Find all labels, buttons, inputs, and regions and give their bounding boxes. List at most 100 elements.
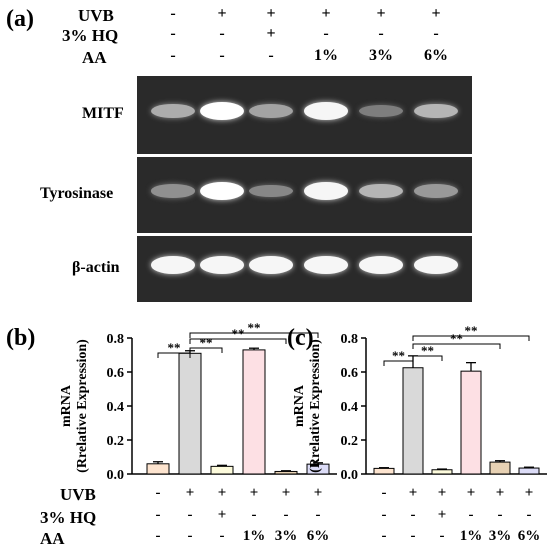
sig-bracket-1-1 bbox=[412, 355, 443, 361]
bottom-cond-0-aa-2: - bbox=[219, 528, 225, 544]
condition-aa-5: 6% bbox=[424, 47, 448, 64]
y-tick-label-1-4: 0.8 bbox=[341, 332, 359, 347]
y-tick-label-1-2: 0.4 bbox=[341, 400, 359, 415]
y-tick-label-0-1: 0.2 bbox=[107, 434, 125, 449]
gel-2 bbox=[137, 236, 472, 302]
y-tick-label-0-0: 0.0 bbox=[107, 468, 125, 483]
bottom-cond-0-hq-0: - bbox=[155, 507, 161, 523]
bottom-cond-1-aa-2: - bbox=[439, 528, 445, 544]
y-axis-label-0-1: (Rrelative Expression) bbox=[75, 339, 90, 473]
y-tick-label-1-3: 0.6 bbox=[341, 366, 359, 381]
gel-label-2: β-actin bbox=[72, 259, 120, 276]
bottom-cond-0-hq-2: + bbox=[217, 507, 227, 523]
sig-label-0-3: ** bbox=[248, 320, 261, 335]
gel-band-0-2 bbox=[249, 104, 293, 118]
gel-0 bbox=[137, 76, 472, 154]
panel-a-letter: (a) bbox=[6, 6, 34, 32]
bottom-cond-1-hq-3: - bbox=[468, 507, 474, 523]
bottom-cond-1-aa-1: - bbox=[410, 528, 416, 544]
bottom-row-label-0: UVB bbox=[60, 485, 96, 504]
bottom-cond-0-uvb-2: + bbox=[217, 485, 227, 501]
sig-label-0-0: ** bbox=[168, 340, 181, 355]
bottom-cond-0-hq-3: - bbox=[251, 507, 257, 523]
y-tick-label-1-0: 0.0 bbox=[341, 468, 359, 483]
y-tick-label-0-4: 0.8 bbox=[107, 332, 125, 347]
condition-uvb-5: + bbox=[431, 5, 441, 22]
bottom-cond-1-uvb-5: + bbox=[524, 485, 534, 501]
gel-band-2-1 bbox=[200, 256, 244, 274]
y-tick-label-0-2: 0.4 bbox=[107, 400, 125, 415]
y-tick-label-0-3: 0.6 bbox=[107, 366, 125, 381]
bar-0-0 bbox=[146, 463, 170, 475]
bar-1-5 bbox=[518, 467, 540, 475]
condition-uvb-2: + bbox=[266, 5, 276, 22]
bottom-cond-1-uvb-4: + bbox=[495, 485, 505, 501]
bottom-cond-0-hq-1: - bbox=[187, 507, 193, 523]
bottom-cond-0-uvb-4: + bbox=[281, 485, 291, 501]
gel-band-2-5 bbox=[414, 256, 458, 274]
bar-1-2 bbox=[431, 469, 453, 475]
gel-band-1-2 bbox=[249, 184, 293, 198]
bar-1-0 bbox=[373, 467, 395, 475]
bottom-cond-1-aa-5: 6% bbox=[517, 528, 541, 544]
aa-label: AA bbox=[82, 48, 107, 67]
gel-band-0-5 bbox=[414, 103, 458, 119]
bottom-row-label-2: AA bbox=[40, 529, 65, 548]
sig-label-1-3: ** bbox=[465, 323, 478, 338]
bottom-cond-0-aa-3: 1% bbox=[242, 528, 266, 544]
bottom-cond-1-aa-3: 1% bbox=[459, 528, 483, 544]
bottom-cond-1-uvb-0: - bbox=[381, 485, 387, 501]
y-tick-label-1-1: 0.2 bbox=[341, 434, 359, 449]
bottom-row-label-1: 3% HQ bbox=[40, 508, 97, 527]
bottom-cond-0-hq-5: - bbox=[315, 507, 321, 523]
sig-label-1-2: ** bbox=[450, 331, 463, 346]
condition-hq-2: + bbox=[266, 25, 276, 42]
condition-aa-2: - bbox=[268, 47, 274, 64]
sig-bracket-1-3 bbox=[412, 335, 530, 341]
gel-band-2-2 bbox=[249, 256, 293, 274]
bottom-cond-1-hq-1: - bbox=[410, 507, 416, 523]
panel-c-letter: (c) bbox=[287, 325, 314, 351]
y-axis-label-1-0: mRNA bbox=[292, 384, 307, 427]
hq-label: 3% HQ bbox=[62, 26, 119, 45]
bottom-cond-0-aa-4: 3% bbox=[274, 528, 298, 544]
gel-band-1-0 bbox=[151, 184, 195, 198]
sig-bracket-0-1 bbox=[189, 347, 223, 353]
gel-band-1-1 bbox=[200, 182, 244, 200]
gel-band-0-4 bbox=[359, 104, 403, 118]
bottom-cond-1-uvb-3: + bbox=[466, 485, 476, 501]
panel-b-letter: (b) bbox=[6, 325, 36, 351]
condition-hq-4: - bbox=[378, 25, 384, 42]
bottom-cond-0-aa-0: - bbox=[155, 528, 161, 544]
bar-1-3 bbox=[460, 370, 482, 475]
sig-label-0-1: ** bbox=[200, 335, 213, 350]
bar-0-4 bbox=[274, 470, 298, 475]
bar-1-4 bbox=[489, 461, 511, 475]
gel-band-2-4 bbox=[359, 256, 403, 274]
bottom-cond-0-uvb-0: - bbox=[155, 485, 161, 501]
condition-uvb-1: + bbox=[217, 5, 227, 22]
bottom-cond-0-hq-4: - bbox=[283, 507, 289, 523]
bottom-cond-0-aa-1: - bbox=[187, 528, 193, 544]
bottom-cond-1-hq-0: - bbox=[381, 507, 387, 523]
sig-label-1-0: ** bbox=[392, 348, 405, 363]
bottom-cond-0-aa-5: 6% bbox=[306, 528, 330, 544]
condition-hq-1: - bbox=[219, 25, 225, 42]
bottom-cond-0-uvb-5: + bbox=[313, 485, 323, 501]
sig-bracket-0-3 bbox=[189, 332, 319, 338]
condition-hq-3: - bbox=[323, 25, 329, 42]
y-axis-label-0-0: mRNA bbox=[59, 384, 74, 427]
condition-aa-4: 3% bbox=[369, 47, 393, 64]
sig-label-1-1: ** bbox=[421, 343, 434, 358]
sig-bracket-0-0 bbox=[157, 352, 191, 358]
bottom-cond-1-uvb-1: + bbox=[408, 485, 418, 501]
bar-0-2 bbox=[210, 465, 234, 475]
bar-0-1 bbox=[178, 352, 202, 475]
bottom-cond-1-hq-5: - bbox=[526, 507, 532, 523]
sig-bracket-1-2 bbox=[412, 343, 501, 349]
gel-band-2-3 bbox=[304, 256, 348, 274]
bottom-cond-1-aa-0: - bbox=[381, 528, 387, 544]
gel-band-0-0 bbox=[151, 103, 195, 119]
bottom-cond-1-aa-4: 3% bbox=[488, 528, 512, 544]
